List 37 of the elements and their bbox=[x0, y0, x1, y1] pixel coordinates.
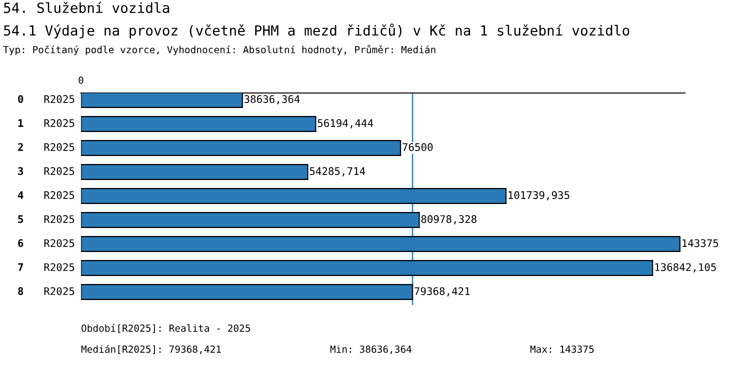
text: Min: 38636,364 bbox=[330, 345, 412, 354]
data-label: 143375 bbox=[682, 239, 718, 248]
chart-subtitle: 54.1 Výdaje na provoz (včetně PHM a mezd řidičů) v Kč na 1 služební vozidlo bbox=[4, 24, 630, 38]
text: R2025 bbox=[44, 143, 74, 152]
y-tick-label: 4 bbox=[18, 191, 24, 199]
y-tick-label: 2 bbox=[18, 143, 23, 151]
text: R2025 bbox=[44, 119, 74, 128]
text: R2025 bbox=[44, 287, 74, 296]
y-tick-label: 3 bbox=[18, 167, 24, 176]
data-label: 80978,328 bbox=[421, 215, 476, 224]
text: Období[R2025]: Realita - 2025 bbox=[82, 324, 250, 333]
data-label: 101739,935 bbox=[508, 191, 570, 200]
text: Typ: Počítaný podle vzorce, Vyhodnocení: Absolutní hodnoty, Průměr: Medián bbox=[3, 44, 436, 56]
text: R2025 bbox=[44, 191, 74, 200]
text: 0 bbox=[78, 76, 84, 84]
y-tick-label: 5 bbox=[18, 215, 24, 224]
text: R2025 bbox=[44, 239, 74, 248]
series-label: R2025 bbox=[44, 95, 74, 104]
y-tick-label: 1 bbox=[18, 119, 24, 127]
data-label: 136842,105 bbox=[655, 263, 716, 272]
data-label: 76500 bbox=[402, 143, 433, 152]
y-tick-label: 7 bbox=[18, 263, 23, 271]
data-label: 38636,364 bbox=[244, 95, 300, 104]
y-tick-label: 6 bbox=[18, 239, 24, 248]
data-label: 79368,421 bbox=[414, 287, 470, 296]
y-tick-label: 0 bbox=[18, 95, 24, 103]
text: Medián[R2025]: 79368,421 bbox=[81, 344, 221, 354]
text: R2025 bbox=[44, 263, 74, 272]
data-label: 56194,444 bbox=[318, 119, 374, 128]
text: Max: 143375 bbox=[530, 345, 594, 353]
data-label: 54285,714 bbox=[310, 167, 366, 176]
text: R2025 bbox=[44, 167, 74, 176]
chart-title: 54. Služební vozidla bbox=[4, 2, 170, 14]
text: R2025 bbox=[44, 215, 74, 224]
y-tick-label: 8 bbox=[18, 287, 24, 296]
bar bbox=[81, 164, 308, 180]
bar bbox=[81, 116, 316, 132]
